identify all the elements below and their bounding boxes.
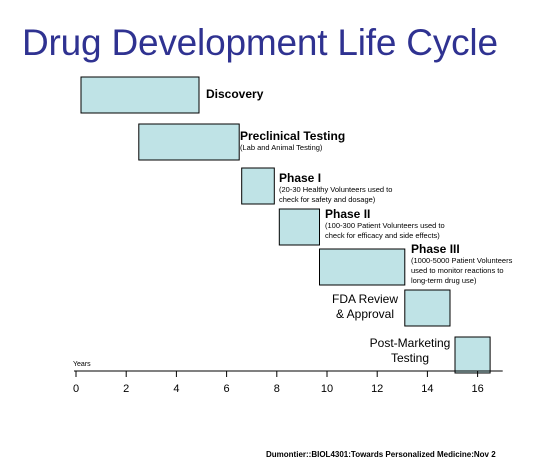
x-tick-label: 0 xyxy=(73,383,79,395)
phase-name: Phase III xyxy=(411,242,460,256)
phase-name: Post-Marketing xyxy=(369,336,451,350)
phase-name: & Approval xyxy=(335,307,395,321)
phase-bar xyxy=(138,123,240,161)
x-axis-label: Years xyxy=(73,361,91,368)
phase-label: Preclinical Testing (Lab and Animal Testi… xyxy=(240,129,345,153)
phase-label: Phase II (100-300 Patient Volunteers used… xyxy=(325,207,445,241)
x-tick-label: 8 xyxy=(274,383,280,395)
phase-name: Preclinical Testing xyxy=(240,129,346,143)
phase-bar xyxy=(241,167,275,205)
page-title: Drug Development Life Cycle xyxy=(22,22,498,63)
x-tick-label: 16 xyxy=(471,383,483,395)
phase-detail: (1000-5000 Patient Volunteers xyxy=(411,256,513,265)
x-tick-label: 2 xyxy=(123,383,129,395)
phase-detail: check for efficacy and side effects) xyxy=(325,231,440,240)
x-tick-label: 12 xyxy=(371,383,383,395)
x-tick-label: 14 xyxy=(421,383,433,395)
phase-name: Discovery xyxy=(206,87,264,101)
phase-bar xyxy=(80,76,200,114)
phase-detail: used to monitor reactions to xyxy=(411,266,504,275)
footer-credit: Dumontier::BIOL4301:Towards Personalized… xyxy=(266,450,496,459)
phase-label: Post-Marketing Testing xyxy=(363,336,457,366)
x-tick-label: 4 xyxy=(173,383,179,395)
phase-label: Phase III (1000-5000 Patient Volunteers us… xyxy=(411,242,512,286)
phase-detail: check for safety and dosage) xyxy=(279,195,376,204)
phase-bar xyxy=(404,289,451,327)
phase-label: Phase I (20-30 Healthy Volunteers used to… xyxy=(279,171,392,205)
phase-bar xyxy=(278,208,320,246)
phase-detail: long-term drug use) xyxy=(411,276,477,285)
phase-bar xyxy=(319,248,406,286)
phase-name: FDA Review xyxy=(331,292,399,306)
phase-detail: (100-300 Patient Volunteers used to xyxy=(325,221,445,230)
phase-bar xyxy=(454,336,491,374)
phase-detail: (Lab and Animal Testing) xyxy=(240,143,323,152)
phase-name: Phase I xyxy=(279,171,322,185)
phase-detail: (20-30 Healthy Volunteers used to xyxy=(279,185,393,194)
x-tick-label: 10 xyxy=(321,383,333,395)
phase-label: FDA Review & Approval xyxy=(330,292,400,322)
x-tick-label: 6 xyxy=(224,383,230,395)
phase-label: Discovery xyxy=(206,87,263,101)
phase-name: Testing xyxy=(390,351,430,365)
phase-name: Phase II xyxy=(325,207,371,221)
